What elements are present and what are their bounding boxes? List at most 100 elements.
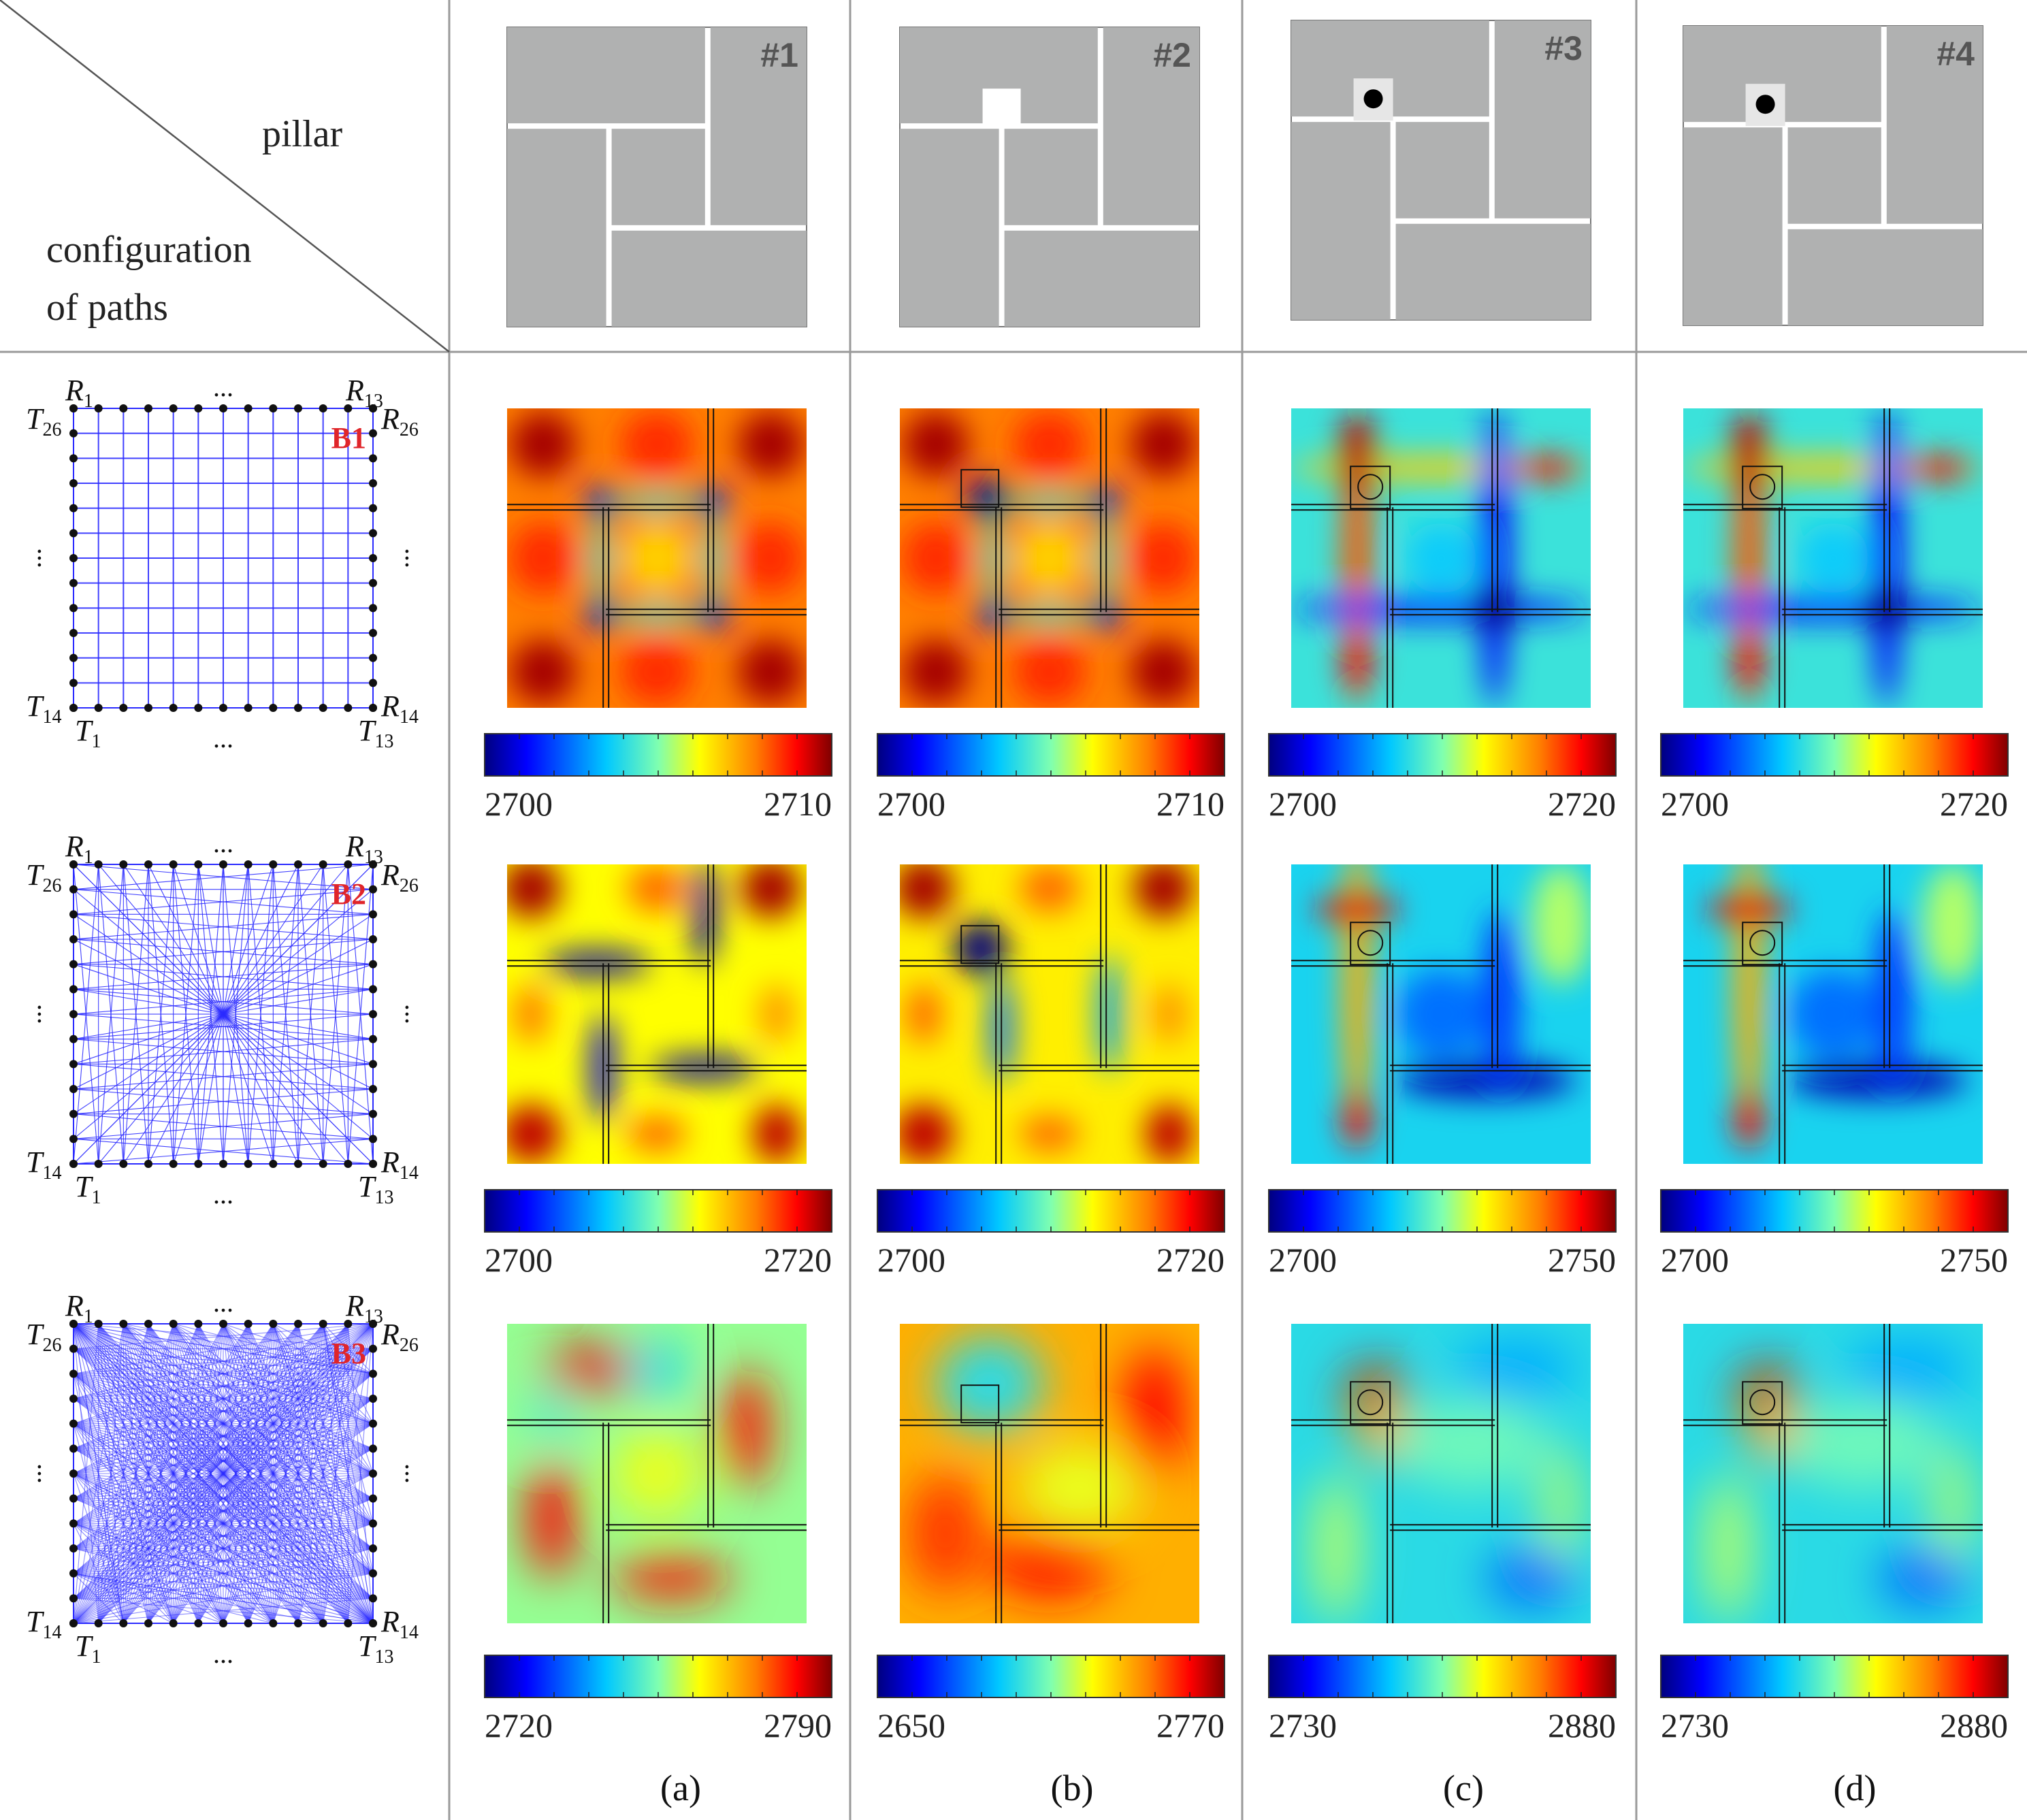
colorbar-min: 2650 <box>877 1706 945 1744</box>
heatmap-r2-c3 <box>1291 864 1591 1164</box>
colorbar-r2-c4: 2700 2750 <box>1660 1189 2009 1279</box>
colorbar-min: 2730 <box>1661 1706 1729 1744</box>
ellipsis: ... <box>213 1638 233 1669</box>
colorbar-r1-c2: 2700 2710 <box>877 733 1225 823</box>
colorbar-r3-c3: 2730 2880 <box>1268 1655 1617 1744</box>
pillar-block <box>1683 127 1783 325</box>
heatmap-r3-c2 <box>900 1324 1199 1623</box>
colorbar-min: 2700 <box>1269 785 1337 823</box>
colorbar-min: 2700 <box>485 1241 553 1279</box>
config-transducer-label: T1 <box>75 1629 101 1668</box>
colorbar-r1-c3: 2700 2720 <box>1268 733 1617 823</box>
config-transducer-label: R26 <box>380 858 419 896</box>
config-transducer-label: R1 <box>65 374 93 412</box>
ellipsis: ... <box>213 1179 233 1209</box>
colorbar-min: 2700 <box>1269 1241 1337 1279</box>
config-transducer-label: T14 <box>26 1605 61 1643</box>
config-transducer-label: R1 <box>65 830 93 868</box>
colorbar-max: 2750 <box>1548 1241 1616 1279</box>
pillar-block <box>1004 129 1098 225</box>
ellipsis: ... <box>32 1463 63 1484</box>
colorbar-r2-c2: 2700 2720 <box>877 1189 1225 1279</box>
pillar-block <box>900 129 999 327</box>
config-label-line2: of paths <box>46 287 168 329</box>
pillar-block <box>1494 20 1591 218</box>
config-transducer-label: T1 <box>75 1170 101 1208</box>
colorbar-min: 2700 <box>1661 1241 1729 1279</box>
block-boundaries <box>1291 864 1591 1164</box>
colorbar-max: 2710 <box>764 785 832 823</box>
ellipsis: ... <box>400 1004 430 1024</box>
block-boundaries <box>1683 408 1983 708</box>
heatmaps <box>507 408 1983 1623</box>
ellipsis: ... <box>400 548 430 568</box>
ellipsis: ... <box>400 1463 430 1484</box>
ellipsis: ... <box>32 548 63 568</box>
colorbar-max: 2720 <box>1548 785 1616 823</box>
colorbar-r3-c2: 2650 2770 <box>877 1655 1225 1744</box>
heatmap-r2-c4 <box>1683 864 1983 1164</box>
pillar-dot <box>1755 95 1775 114</box>
block-boundaries <box>900 864 1199 1164</box>
block-boundaries <box>507 864 807 1164</box>
block-boundaries <box>507 408 807 708</box>
pillar-block <box>1787 229 1983 325</box>
colorbar-max: 2880 <box>1940 1706 2008 1744</box>
heatmap-r2-c1 <box>507 864 807 1164</box>
ellipsis: ... <box>213 828 233 858</box>
colorbar-max: 2710 <box>1156 785 1225 823</box>
pillar-id: #3 <box>1544 29 1583 67</box>
pillar-block <box>1787 127 1881 224</box>
pillar-layout-4: #4 <box>1683 25 1983 326</box>
transducer-dots <box>69 1320 377 1627</box>
pillar-dot <box>1363 89 1383 109</box>
colorbar-max: 2790 <box>764 1706 832 1744</box>
pillar-layout-1: #1 <box>506 27 807 327</box>
colorbar-r2-c1: 2700 2720 <box>484 1189 832 1279</box>
config-id: B2 <box>331 877 366 911</box>
colorbar-r1-c4: 2700 2720 <box>1660 733 2009 823</box>
pillar-block <box>1103 27 1199 225</box>
pillar-block <box>1291 122 1391 320</box>
colorbar-min: 2730 <box>1269 1706 1337 1744</box>
block-boundaries <box>1683 864 1983 1164</box>
pillar-block <box>1395 223 1591 320</box>
config-transducer-label: T1 <box>75 714 101 752</box>
colorbar-max: 2720 <box>764 1241 832 1279</box>
colorbar-min: 2700 <box>1661 785 1729 823</box>
heatmap-r2-c2 <box>900 864 1199 1164</box>
colorbar-min: 2720 <box>485 1706 553 1744</box>
config-transducer-label: R14 <box>380 1605 419 1643</box>
config-transducer-label: T26 <box>26 858 61 896</box>
config-transducer-label: T26 <box>26 402 61 440</box>
pillar-block <box>1004 230 1199 327</box>
ellipsis: ... <box>32 1004 63 1024</box>
pillar-block <box>611 129 705 225</box>
colorbar-min: 2700 <box>485 785 553 823</box>
colorbar-max: 2880 <box>1548 1706 1616 1744</box>
pillar-block <box>611 230 807 327</box>
heatmap-r3-c3 <box>1291 1324 1591 1623</box>
column-label-d: (d) <box>1834 1768 1877 1808</box>
colorbar-max: 2770 <box>1156 1706 1225 1744</box>
colorbar-r2-c3: 2700 2750 <box>1268 1189 1617 1279</box>
colorbar-min: 2700 <box>877 1241 945 1279</box>
colorbar-max: 2750 <box>1940 1241 2008 1279</box>
block-boundaries <box>900 408 1199 708</box>
heatmap-r1-c2 <box>900 408 1199 708</box>
colorbar-max: 2720 <box>1156 1241 1225 1279</box>
pillar-id: #1 <box>760 36 798 74</box>
config-transducer-label: R26 <box>380 1318 419 1356</box>
column-label-c: (c) <box>1443 1768 1484 1808</box>
pillar-empty-slot <box>982 88 1021 127</box>
config-transducer-label: R13 <box>345 374 383 412</box>
config-transducer-label: R14 <box>380 1145 419 1184</box>
pillar-block <box>1395 122 1489 218</box>
colorbar-max: 2720 <box>1940 785 2008 823</box>
config-id: B1 <box>331 421 366 455</box>
config-transducer-label: T14 <box>26 689 61 728</box>
config-label-line1: configuration <box>46 229 252 271</box>
